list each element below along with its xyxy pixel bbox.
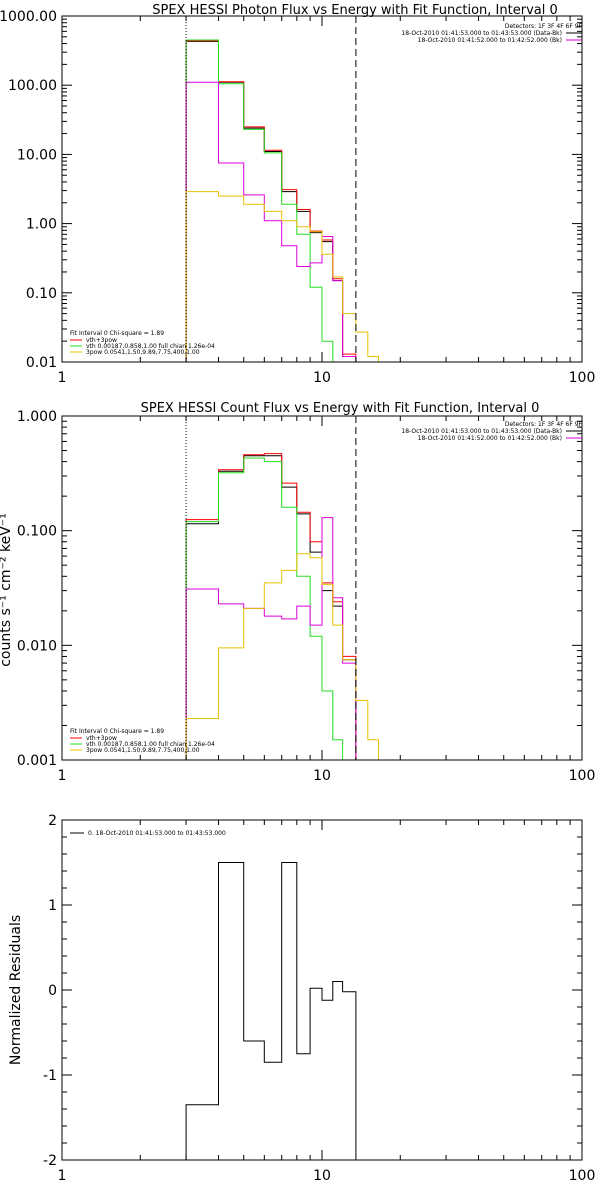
fit-legend-entry: 3pow 0.0541,1.50,9.89,7.75,400,1.00 [86, 747, 200, 754]
residuals-legend-entry: 0. 18-Oct-2010 01:41:53.000 to 01:43:53.… [88, 830, 226, 837]
x-tick-label: 1 [58, 1168, 67, 1184]
series-line-3 [185, 517, 357, 760]
x-tick-label: 10 [313, 1168, 331, 1184]
series-line-1 [185, 453, 357, 760]
y-tick-label: 1.00 [26, 217, 57, 233]
x-tick-label: 100 [569, 370, 596, 386]
photon-flux-fit-legend: Fit Interval 0 Chi-square = 1.89 vth+3po… [70, 330, 215, 356]
y-tick-label: 10.00 [17, 147, 57, 163]
x-tick-label: 100 [569, 1168, 596, 1184]
photon-flux-panel: SPEX HESSI Photon Flux vs Energy with Fi… [0, 3, 595, 386]
y-tick-label: 1 [48, 898, 57, 914]
y-tick-label: 0.10 [26, 286, 57, 302]
fit-legend-entry: vth+3pow [86, 337, 117, 344]
count-flux-time-legend: Detectors: 1F 3F 4F 6F 9F 18-Oct-2010 01… [401, 421, 582, 442]
count-flux-fit-legend: Fit Interval 0 Chi-square = 1.89 vth+3po… [70, 728, 215, 754]
series-line-0 [185, 862, 357, 1160]
time-legend-entry: 18-Oct-2010 01:41:52.000 to 01:42:52.000… [418, 435, 562, 442]
detectors-label: Detectors: 1F 3F 4F 6F 9F [505, 421, 583, 428]
x-tick-label: 10 [313, 768, 331, 784]
residuals-legend: 0. 18-Oct-2010 01:41:53.000 to 01:43:53.… [70, 830, 226, 837]
fit-legend-entry: vth 0.00187,0.858,1.00 full chian 1.26e-… [86, 343, 215, 350]
time-legend-entry: 18-Oct-2010 01:41:53.000 to 01:43:53.000… [401, 428, 562, 435]
y-tick-label: -2 [43, 1153, 57, 1169]
x-tick-label: 10 [313, 370, 331, 386]
photon-flux-title: SPEX HESSI Photon Flux vs Energy with Fi… [152, 3, 558, 18]
y-tick-label: -1 [43, 1068, 57, 1084]
x-tick-label: 100 [569, 768, 596, 784]
y-tick-label: 1000.00 [0, 9, 57, 25]
series-line-0 [185, 455, 357, 760]
fit-legend-entry: 3pow 0.0541,1.50,9.89,7.75,400,1.00 [86, 349, 200, 356]
y-tick-label: 0 [48, 983, 57, 999]
time-legend-entry: 18-Oct-2010 01:41:52.000 to 01:42:52.000… [418, 37, 562, 44]
y-tick-label: 0.100 [17, 524, 57, 540]
y-tick-label: 1.000 [17, 409, 57, 425]
series-line-0 [185, 40, 357, 362]
photon-flux-time-legend: Detectors: 1F 3F 4F 6F 9F 18-Oct-2010 01… [401, 23, 582, 44]
x-tick-label: 1 [58, 768, 67, 784]
time-legend-entry: 18-Oct-2010 01:41:53.000 to 01:43:53.000… [401, 30, 562, 37]
detectors-label: Detectors: 1F 3F 4F 6F 9F [505, 23, 583, 30]
y-tick-label: 0.010 [17, 638, 57, 654]
fit-legend-entry: vth+3pow [86, 735, 117, 742]
x-tick-label: 1 [58, 370, 67, 386]
residuals-ylabel: Normalized Residuals [8, 915, 24, 1065]
series-line-2 [185, 457, 356, 760]
residuals-panel: Normalized Residuals 1 10 100 -2 -1 0 1 2 0. 18… [8, 813, 595, 1184]
series-line-1 [185, 40, 357, 362]
count-flux-panel: SPEX HESSI Count Flux vs Energy with Fit… [0, 401, 595, 784]
y-tick-label: 0.01 [26, 355, 57, 371]
y-tick-label: 100.00 [8, 78, 57, 94]
fit-legend-title: Fit Interval 0 Chi-square = 1.89 [70, 728, 164, 735]
y-tick-label: 2 [48, 813, 57, 829]
fit-legend-entry: vth 0.00187,0.858,1.00 full chian 1.26e-… [86, 741, 215, 748]
count-flux-title: SPEX HESSI Count Flux vs Energy with Fit… [141, 401, 540, 416]
series-line-3 [185, 81, 357, 362]
y-tick-label: 0.001 [17, 753, 57, 769]
fit-legend-title: Fit Interval 0 Chi-square = 1.89 [70, 330, 164, 337]
series-line-4 [185, 191, 379, 362]
count-flux-ylabel: counts s⁻¹ cm⁻² keV⁻¹ [0, 513, 14, 667]
